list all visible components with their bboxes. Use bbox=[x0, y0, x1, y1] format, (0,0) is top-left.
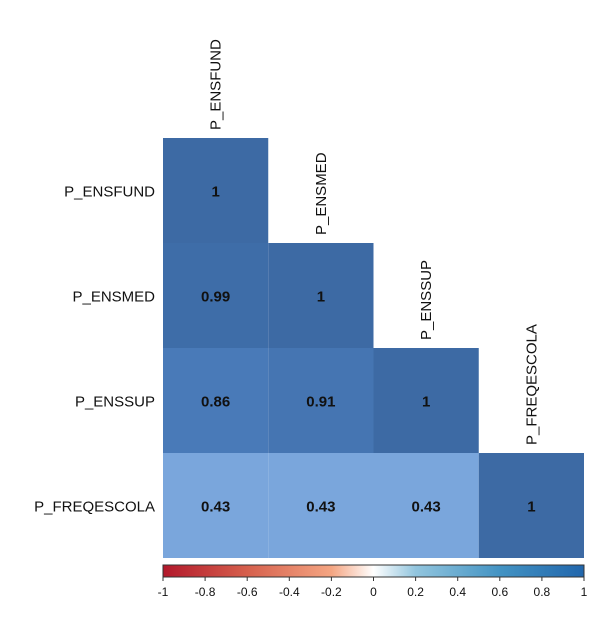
value-label-P_ENSSUP-P_ENSSUP: 1 bbox=[422, 394, 430, 411]
colorbar-tick-label: 0 bbox=[370, 585, 377, 599]
cell-P_ENSSUP-P_ENSFUND bbox=[163, 348, 269, 453]
colorbar-gradient bbox=[162, 564, 585, 578]
row-label-p_freqescola: P_FREQESCOLA bbox=[34, 499, 155, 516]
row-label-p_ensfund: P_ENSFUND bbox=[64, 184, 155, 201]
value-label-P_ENSSUP-P_ENSFUND: 0.86 bbox=[201, 394, 230, 411]
colorbar-tick-label: -0.8 bbox=[195, 585, 216, 599]
colorbar-tick-label: -0.2 bbox=[321, 585, 342, 599]
column-label-p_ensmed: P_ENSMED bbox=[313, 152, 330, 235]
colorbar: -1 -0.8 -0.6 -0.4 -0.2 0 0.2 0.4 0.6 0.8 1 bbox=[158, 564, 588, 599]
cell-P_ENSSUP-P_ENSSUP bbox=[373, 348, 479, 453]
colorbar-tick-label: 0.2 bbox=[407, 585, 424, 599]
value-label-P_FREQESCOLA-P_ENSMED: 0.43 bbox=[306, 499, 335, 516]
cell-P_ENSSUP-P_ENSMED bbox=[268, 348, 374, 453]
colorbar-tick-label: 0.6 bbox=[491, 585, 508, 599]
column-label-p_freqescola: P_FREQESCOLA bbox=[523, 324, 540, 445]
cell-P_ENSFUND-P_ENSFUND bbox=[163, 138, 269, 243]
value-label-P_ENSMED-P_ENSMED: 1 bbox=[317, 289, 325, 306]
colorbar-tick-label: 0.8 bbox=[534, 585, 551, 599]
cell-P_FREQESCOLA-P_FREQESCOLA bbox=[478, 453, 584, 558]
row-label-p_ensmed: P_ENSMED bbox=[72, 289, 155, 306]
column-labels: P_ENSFUND P_ENSMED P_ENSSUP P_FREQESCOLA bbox=[208, 39, 541, 445]
cell-P_ENSMED-P_ENSMED bbox=[268, 243, 374, 348]
row-label-p_enssup: P_ENSSUP bbox=[75, 394, 155, 411]
colorbar-tick-label: -0.6 bbox=[237, 585, 258, 599]
value-label-P_FREQESCOLA-P_FREQESCOLA: 1 bbox=[527, 499, 535, 516]
colorbar-tick-label: 0.4 bbox=[449, 585, 466, 599]
colorbar-tick-label: -1 bbox=[158, 585, 169, 599]
heatmap-cells bbox=[163, 138, 584, 558]
cell-P_FREQESCOLA-P_ENSFUND bbox=[163, 453, 269, 558]
row-labels: P_ENSFUND P_ENSMED P_ENSSUP P_FREQESCOLA bbox=[34, 184, 155, 516]
value-label-P_ENSFUND-P_ENSFUND: 1 bbox=[211, 184, 219, 201]
value-label-P_ENSSUP-P_ENSMED: 0.91 bbox=[306, 394, 335, 411]
column-label-p_enssup: P_ENSSUP bbox=[418, 260, 435, 340]
cell-P_FREQESCOLA-P_ENSMED bbox=[268, 453, 374, 558]
column-label-p_ensfund: P_ENSFUND bbox=[208, 39, 225, 130]
value-label-P_ENSMED-P_ENSFUND: 0.99 bbox=[201, 289, 230, 306]
colorbar-tick-label: 1 bbox=[581, 585, 588, 599]
cell-P_FREQESCOLA-P_ENSSUP bbox=[373, 453, 479, 558]
colorbar-tick-label: -0.4 bbox=[279, 585, 300, 599]
value-label-P_FREQESCOLA-P_ENSFUND: 0.43 bbox=[201, 499, 230, 516]
value-label-P_FREQESCOLA-P_ENSSUP: 0.43 bbox=[412, 499, 441, 516]
cell-P_ENSMED-P_ENSFUND bbox=[163, 243, 269, 348]
cell-value-labels: 1 0.99 1 0.86 0.91 1 0.43 0.43 0.43 1 bbox=[201, 184, 536, 516]
